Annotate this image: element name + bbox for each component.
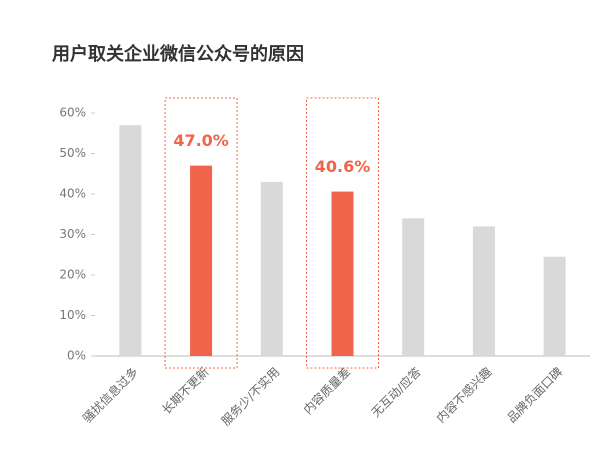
bar bbox=[260, 181, 283, 356]
chart-title: 用户取关企业微信公众号的原因 bbox=[52, 43, 304, 65]
value-label: 47.0% bbox=[173, 131, 229, 150]
bar bbox=[472, 226, 495, 356]
y-tick-label: 0% bbox=[67, 349, 86, 363]
highlight-box bbox=[164, 97, 238, 369]
y-tick-label: 20% bbox=[59, 268, 86, 282]
bar bbox=[190, 165, 213, 356]
x-tick-label: 服务少/不实用 bbox=[218, 364, 282, 428]
x-tick-label: 无互动/应答 bbox=[368, 364, 424, 420]
y-tick-label: 40% bbox=[59, 187, 86, 201]
bar bbox=[119, 125, 142, 357]
y-tick-label: 60% bbox=[59, 106, 86, 120]
y-tick-label: 10% bbox=[59, 308, 86, 322]
x-tick-label: 长期不更新 bbox=[159, 364, 212, 417]
y-tick-label: 50% bbox=[59, 146, 86, 160]
x-tick-label: 内容质量差 bbox=[300, 364, 353, 417]
value-label: 40.6% bbox=[315, 157, 371, 176]
bar bbox=[331, 191, 354, 356]
bar bbox=[543, 256, 566, 356]
x-tick-label: 骚扰信息过多 bbox=[79, 364, 141, 426]
highlight-box bbox=[306, 97, 379, 369]
x-tick-label: 内容不感兴趣 bbox=[433, 364, 495, 426]
x-tick-label: 品牌负面口碑 bbox=[504, 364, 566, 426]
bar bbox=[402, 218, 425, 356]
y-tick-label: 30% bbox=[59, 227, 86, 241]
